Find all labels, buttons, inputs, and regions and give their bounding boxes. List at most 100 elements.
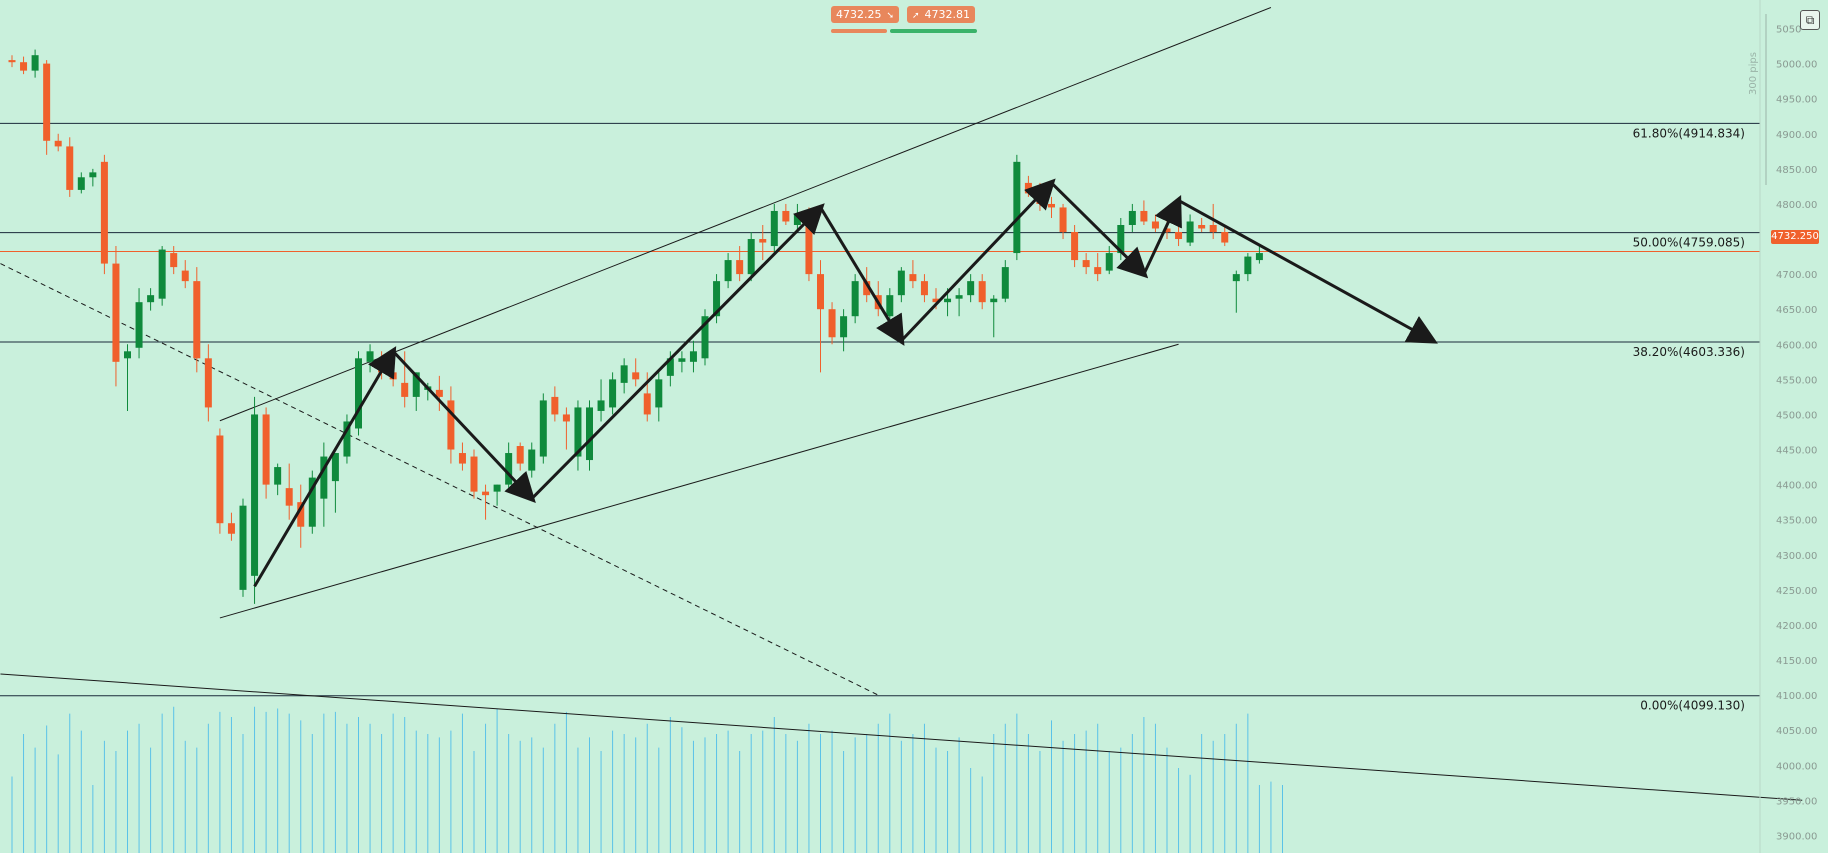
candle-body — [609, 379, 617, 408]
candle-body — [1024, 182, 1032, 194]
candle-body — [54, 140, 62, 147]
candle-body — [944, 298, 952, 303]
candle-body — [516, 446, 524, 464]
candle-body — [562, 414, 570, 422]
candle-body — [331, 453, 339, 482]
candle-body — [689, 351, 697, 362]
price-tick-label: 4850.00 — [1776, 165, 1817, 176]
candle-body — [805, 210, 813, 275]
candle-body — [759, 239, 767, 243]
candle-body — [886, 295, 894, 317]
buy-button[interactable]: ➚ 4732.81 — [907, 6, 976, 23]
price-tick-label: 3950.00 — [1776, 796, 1817, 807]
price-tick-label: 5000.00 — [1776, 60, 1817, 71]
candle-body — [100, 161, 108, 264]
price-tick-label: 4350.00 — [1776, 516, 1817, 527]
price-tick-label: 4250.00 — [1776, 586, 1817, 597]
candle-body — [43, 63, 51, 141]
fib-label: 50.00%(4759.085) — [1633, 236, 1745, 250]
candle-body — [817, 274, 824, 310]
candle-body — [1175, 232, 1183, 240]
current-price-tag: 4732.250 — [1771, 230, 1819, 244]
price-tick-label: 4200.00 — [1776, 621, 1817, 632]
price-tick-label: 4550.00 — [1776, 375, 1817, 386]
candle-body — [701, 316, 709, 359]
candle-body — [112, 263, 120, 362]
candle-body — [678, 358, 686, 362]
candle-body — [20, 62, 28, 71]
candle-body — [193, 281, 201, 359]
candle-body — [389, 372, 397, 380]
sell-button[interactable]: 4732.25 ➘ — [831, 6, 900, 23]
candle-body — [458, 453, 466, 464]
candle-body — [343, 421, 351, 457]
sell-price: 4732.25 — [836, 8, 882, 21]
candle-body — [851, 281, 859, 317]
candle-body — [89, 172, 97, 178]
candle-body — [863, 281, 871, 296]
candle-layer — [8, 49, 1263, 604]
candle-body — [1186, 221, 1194, 243]
price-tick-label: 3900.00 — [1776, 831, 1817, 842]
candle-body — [204, 358, 212, 408]
candle-body — [793, 214, 801, 225]
price-tick-label: 4700.00 — [1776, 270, 1817, 281]
candle-body — [493, 484, 501, 492]
candle-body — [770, 210, 778, 247]
volume-layer — [11, 706, 1283, 853]
price-tick-label: 4500.00 — [1776, 410, 1817, 421]
candle-body — [1232, 274, 1240, 282]
fib-label: 0.00%(4099.130) — [1640, 699, 1745, 713]
candle-body — [1151, 221, 1159, 229]
buy-spread-bar — [890, 29, 977, 33]
candle-body — [539, 400, 547, 457]
candle-body — [955, 295, 963, 299]
price-tick-label: 4450.00 — [1776, 446, 1817, 457]
candle-body — [216, 435, 224, 524]
price-tick-label: 4150.00 — [1776, 656, 1817, 667]
candle-body — [401, 382, 409, 397]
candle-body — [828, 309, 836, 338]
candle-body — [239, 505, 247, 590]
candle-body — [1128, 210, 1136, 225]
candle-body — [66, 146, 74, 190]
candle-body — [597, 400, 605, 411]
candle-body — [551, 396, 559, 415]
volume-trendline — [0, 673, 1803, 801]
candle-body — [1244, 256, 1252, 275]
candle-body — [1209, 224, 1217, 233]
candle-body — [1048, 203, 1055, 208]
candle-body — [1013, 161, 1021, 254]
candle-body — [528, 449, 536, 471]
candle-body — [285, 488, 293, 506]
candle-body — [840, 316, 848, 338]
candle-body — [724, 260, 732, 282]
candle-body — [355, 358, 362, 429]
candle-body — [366, 351, 374, 362]
fib-layer: 61.80%(4914.834) 50.00%(4759.085) 38.20%(4… — [0, 122, 1760, 713]
swing-arrow — [392, 350, 536, 504]
fib-label: 61.80%(4914.834) — [1633, 126, 1745, 140]
price-axis: 5050 5000.00 4950.00 4900.00 4850.00 4800.00 4… — [1759, 0, 1817, 853]
swing-arrow — [530, 203, 825, 500]
candle-body — [170, 253, 178, 268]
channel-line — [219, 7, 1272, 422]
candle-body — [1059, 207, 1067, 233]
candle-body — [747, 239, 755, 275]
expand-icon[interactable]: ⧉ — [1800, 10, 1820, 30]
candle-body — [181, 270, 189, 282]
candle-body — [643, 393, 651, 415]
price-tick-label: 5050 — [1776, 25, 1801, 36]
candle-body — [620, 365, 628, 383]
candle-body — [897, 270, 905, 296]
candle-body — [320, 456, 328, 499]
candle-body — [8, 60, 16, 63]
candle-body — [967, 281, 975, 296]
price-tick-label: 4300.00 — [1776, 551, 1817, 562]
candle-body — [251, 414, 259, 576]
candle-body — [435, 389, 443, 397]
candle-body — [1105, 253, 1113, 271]
candle-body — [274, 467, 282, 485]
